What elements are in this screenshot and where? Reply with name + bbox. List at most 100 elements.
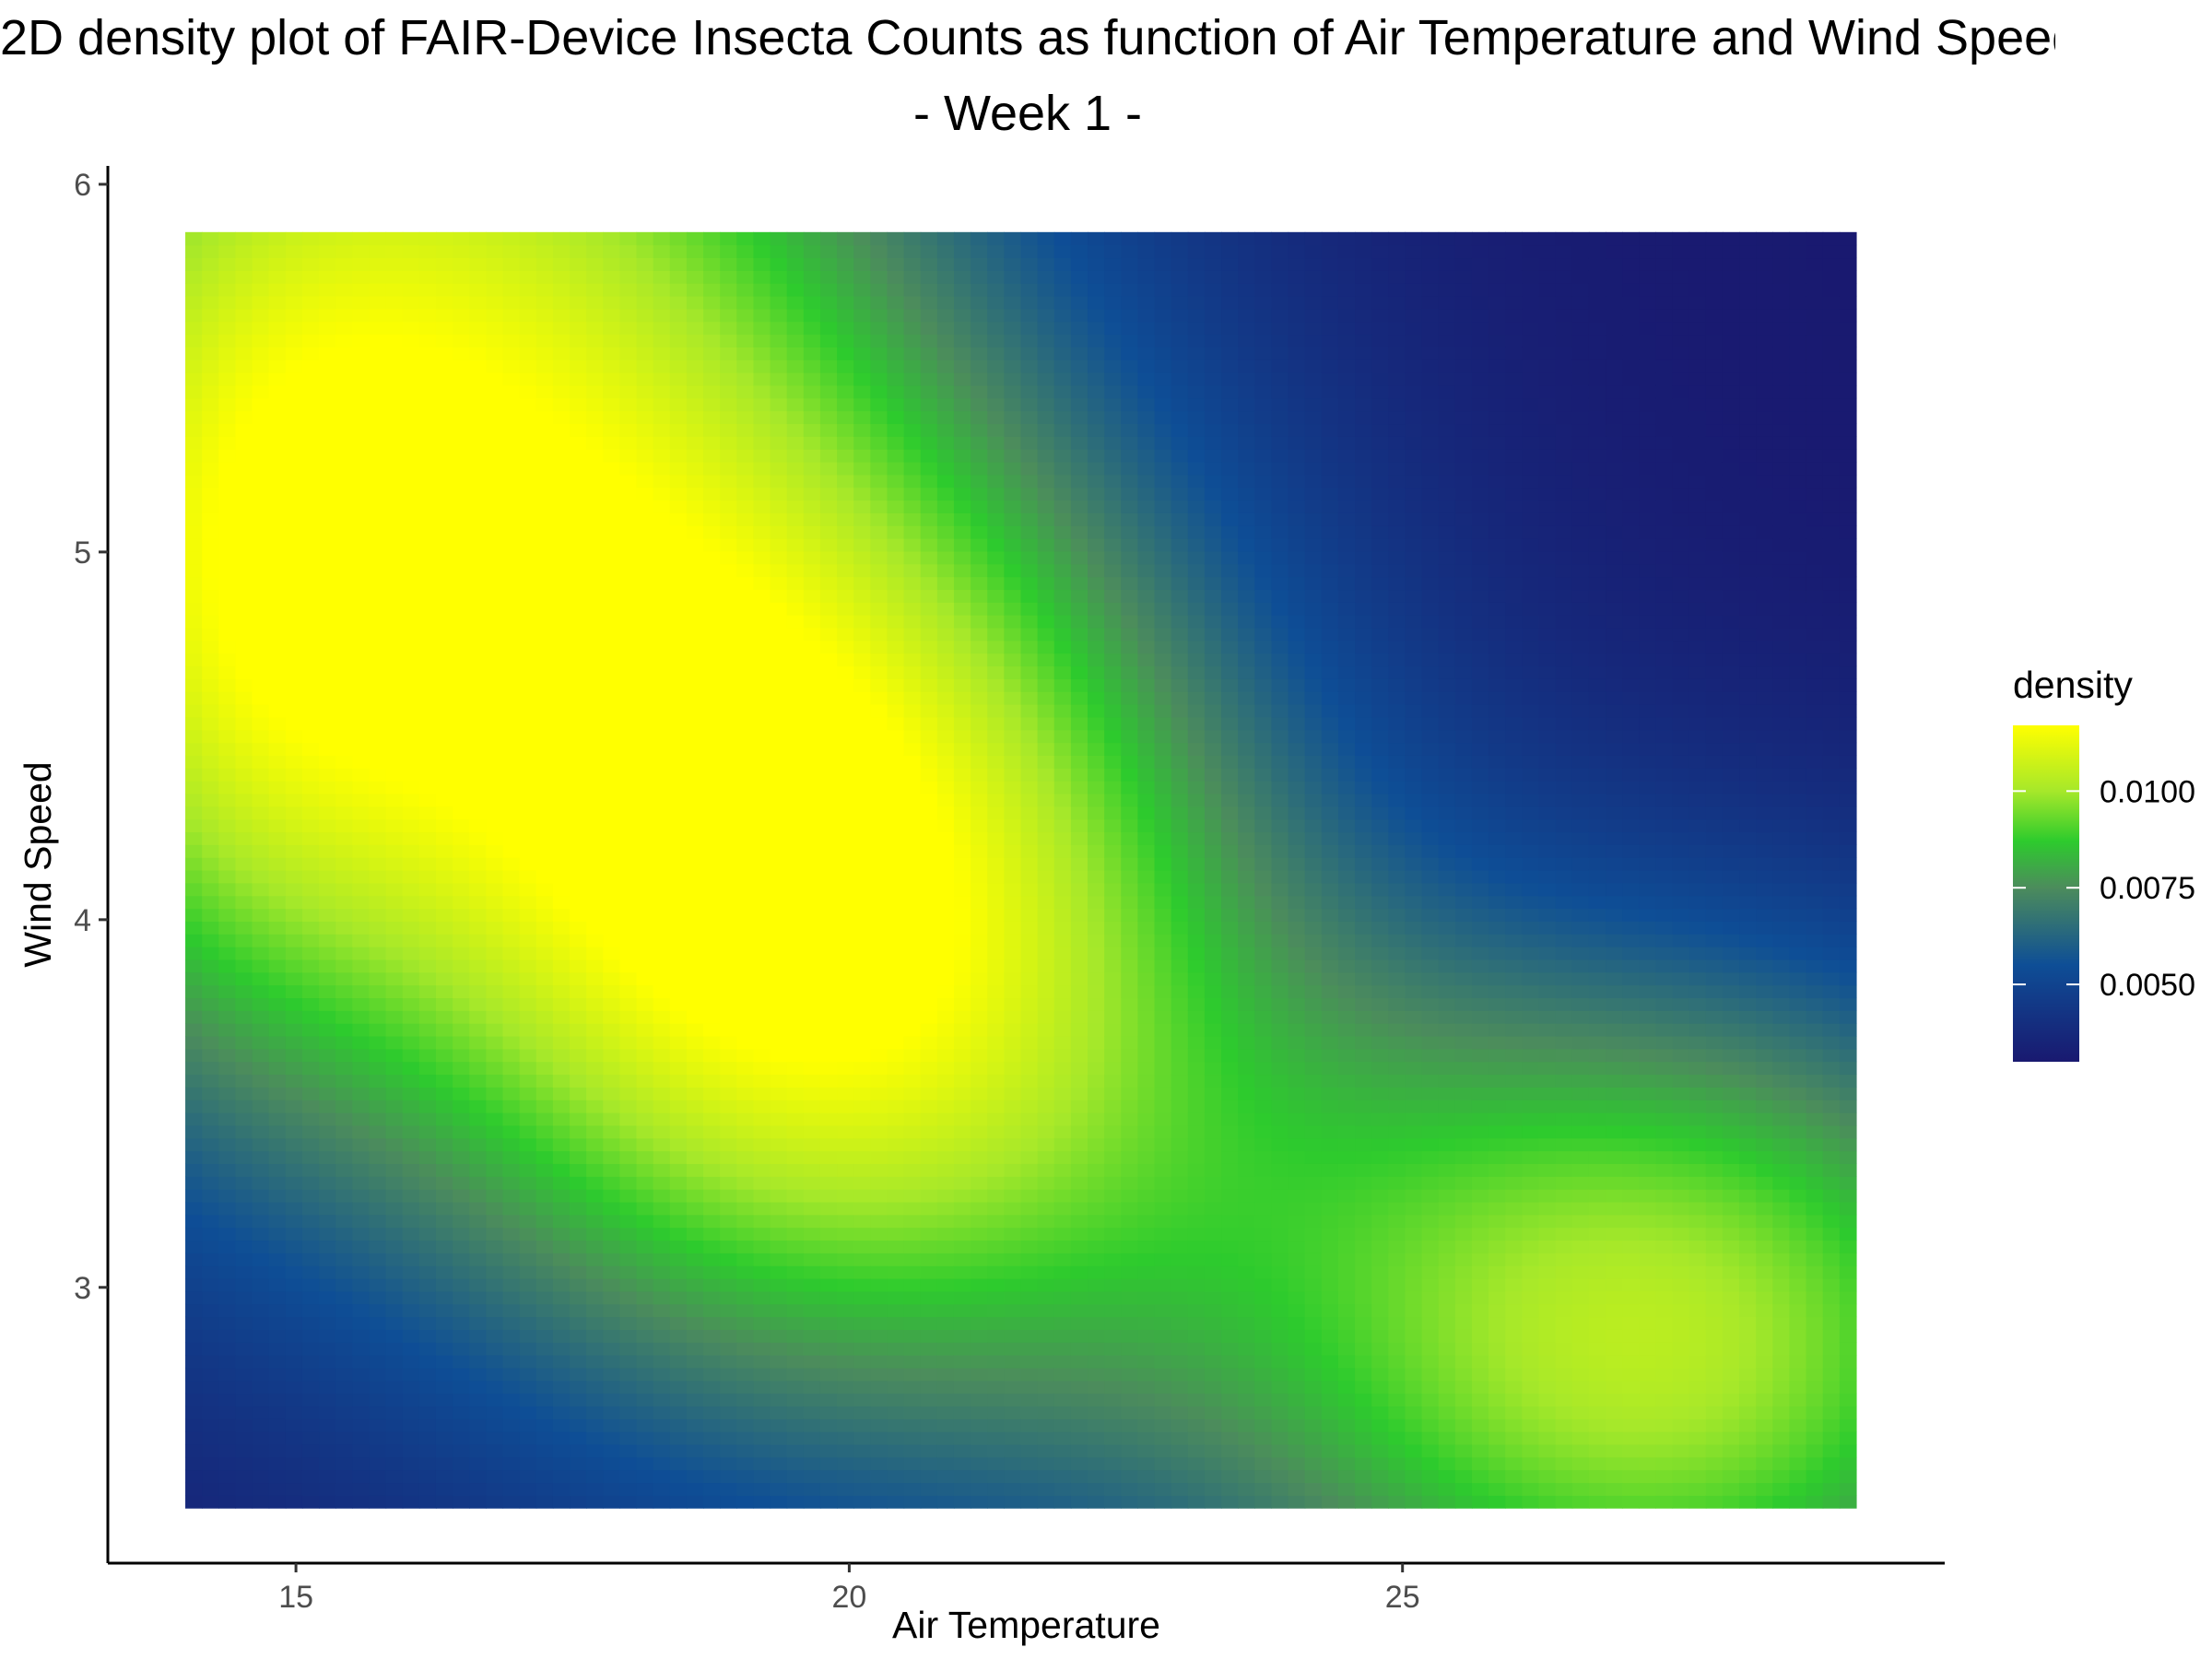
heatmap-tile xyxy=(218,691,237,705)
heatmap-tile xyxy=(552,959,571,973)
heatmap-tile xyxy=(453,1443,470,1458)
heatmap-tile xyxy=(887,1124,905,1139)
heatmap-tile xyxy=(285,1112,303,1126)
heatmap-tile xyxy=(936,997,955,1011)
heatmap-tile xyxy=(936,1380,955,1394)
heatmap-tile xyxy=(619,1469,638,1484)
heatmap-tile xyxy=(185,410,203,425)
heatmap-tile xyxy=(301,1290,320,1305)
heatmap-tile xyxy=(720,971,737,986)
heatmap-tile xyxy=(653,1100,671,1113)
heatmap-tile xyxy=(736,1469,755,1484)
heatmap-tile xyxy=(853,1035,871,1050)
heatmap-tile xyxy=(570,1456,587,1471)
heatmap-tile xyxy=(720,1035,737,1050)
heatmap-tile xyxy=(619,487,638,501)
heatmap-tile xyxy=(703,525,721,539)
heatmap-tile xyxy=(285,1163,303,1177)
heatmap-tile xyxy=(319,768,336,782)
heatmap-tile xyxy=(486,1329,504,1343)
heatmap-tile xyxy=(218,716,237,731)
heatmap-tile xyxy=(619,755,638,769)
heatmap-tile xyxy=(502,768,521,782)
heatmap-tile xyxy=(369,1456,387,1471)
heatmap-tile xyxy=(369,1482,387,1496)
heatmap-tile xyxy=(853,397,871,412)
heatmap-tile xyxy=(268,691,287,705)
heatmap-tile xyxy=(603,678,620,692)
heatmap-tile xyxy=(385,296,404,310)
heatmap-tile xyxy=(920,921,938,935)
heatmap-tile xyxy=(936,806,955,820)
heatmap-tile xyxy=(252,283,270,297)
heatmap-tile xyxy=(418,793,437,807)
heatmap-tile xyxy=(987,1355,1005,1369)
heatmap-tile xyxy=(603,768,620,782)
heatmap-tile xyxy=(920,538,938,552)
heatmap-tile xyxy=(301,1087,320,1100)
heatmap-tile xyxy=(703,857,721,871)
heatmap-tile xyxy=(686,959,704,973)
heatmap-tile xyxy=(803,1189,821,1203)
heatmap-tile xyxy=(185,1367,203,1382)
heatmap-tile xyxy=(971,257,988,271)
heatmap-tile xyxy=(319,729,336,744)
heatmap-tile xyxy=(185,1265,203,1279)
heatmap-tile xyxy=(202,882,219,897)
heatmap-tile xyxy=(185,1112,203,1126)
heatmap-tile xyxy=(301,1176,320,1190)
heatmap-tile xyxy=(235,474,253,488)
heatmap-tile xyxy=(819,1124,838,1139)
heatmap-tile xyxy=(920,947,938,960)
heatmap-tile xyxy=(819,857,838,871)
heatmap-tile xyxy=(720,1163,737,1177)
heatmap-tile xyxy=(736,729,755,744)
heatmap-tile xyxy=(953,257,971,271)
heatmap-tile xyxy=(619,895,638,910)
heatmap-tile xyxy=(603,525,620,539)
heatmap-tile xyxy=(402,844,420,858)
heatmap-tile xyxy=(570,512,587,526)
heatmap-tile xyxy=(636,576,654,591)
heatmap-tile xyxy=(202,1048,219,1063)
heatmap-tile xyxy=(953,1342,971,1356)
heatmap-tile xyxy=(803,550,821,565)
heatmap-tile xyxy=(971,1023,988,1037)
heatmap-tile xyxy=(603,640,620,654)
heatmap-tile xyxy=(971,244,988,259)
heatmap-tile xyxy=(586,423,604,437)
heatmap-tile xyxy=(720,1443,737,1458)
heatmap-tile xyxy=(235,347,253,360)
heatmap-tile xyxy=(903,895,922,910)
heatmap-tile xyxy=(502,1124,521,1139)
heatmap-tile xyxy=(385,1176,404,1190)
heatmap-tile xyxy=(502,347,521,360)
heatmap-tile xyxy=(1004,1023,1022,1037)
heatmap-tile xyxy=(819,1087,838,1100)
heatmap-tile xyxy=(570,1150,587,1164)
heatmap-tile xyxy=(552,806,571,820)
heatmap-tile xyxy=(619,1495,638,1509)
heatmap-tile xyxy=(870,1010,888,1024)
heatmap-tile xyxy=(586,984,604,999)
heatmap-tile xyxy=(586,308,604,323)
heatmap-tile xyxy=(703,921,721,935)
heatmap-tile xyxy=(469,423,487,437)
heatmap-tile xyxy=(285,997,303,1011)
heatmap-tile xyxy=(486,321,504,335)
heatmap-tile xyxy=(552,921,571,935)
heatmap-tile xyxy=(653,1176,671,1190)
heatmap-tile xyxy=(369,1342,387,1356)
heatmap-tile xyxy=(903,665,922,679)
heatmap-tile xyxy=(686,882,704,897)
heatmap-tile xyxy=(736,1380,755,1394)
heatmap-tile xyxy=(669,525,688,539)
heatmap-tile xyxy=(971,1253,988,1266)
heatmap-tile xyxy=(686,589,704,603)
heatmap-tile xyxy=(920,1074,938,1088)
heatmap-tile xyxy=(418,576,437,591)
heatmap-tile xyxy=(819,538,838,552)
heatmap-tile xyxy=(185,882,203,897)
heatmap-tile xyxy=(971,270,988,284)
heatmap-tile xyxy=(319,1100,336,1113)
